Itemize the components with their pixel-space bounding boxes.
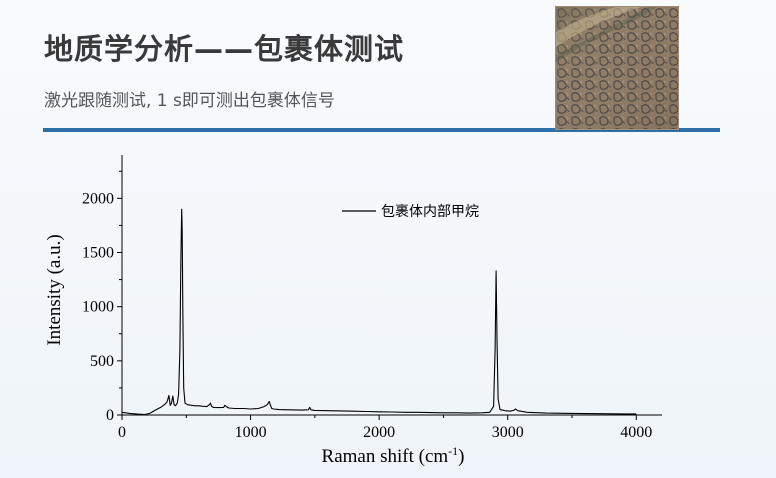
page-title: 地质学分析——包裹体测试 [44,32,405,66]
x-tick-label: 3000 [492,424,524,441]
x-axis-title: Raman shift (cm-1) [322,444,465,467]
raman-spectrum-chart: 0 500 1000 1500 2000 0 1000 2000 3000 4000 包裹体内部… [44,155,662,467]
y-tick-label: 1000 [82,299,114,316]
x-axis-title-end: ) [458,446,464,467]
y-tick-label: 1500 [82,245,114,262]
sample-photo [555,6,679,130]
page-subtitle: 激光跟随测试, 1 s即可测出包裹体信号 [44,91,335,111]
y-tick-label: 500 [90,353,114,370]
x-axis-title-main: Raman shift (cm [322,446,449,467]
y-tick-label: 2000 [82,190,114,207]
legend-label: 包裹体内部甲烷 [381,204,479,220]
y-tick-label: 0 [106,407,114,424]
x-tick-label: 1000 [235,424,267,441]
x-tick-label: 0 [118,424,126,441]
x-tick-label: 4000 [620,424,652,441]
microscope-photo-of-inclusions-icon [556,7,678,129]
methane-spectrum-line [121,208,637,416]
x-axis-title-sup: -1 [448,444,458,458]
y-axis-title: Intensity (a.u.) [44,234,65,345]
header-divider [43,128,720,132]
legend: 包裹体内部甲烷 [342,204,479,220]
x-tick-label: 2000 [363,424,395,441]
